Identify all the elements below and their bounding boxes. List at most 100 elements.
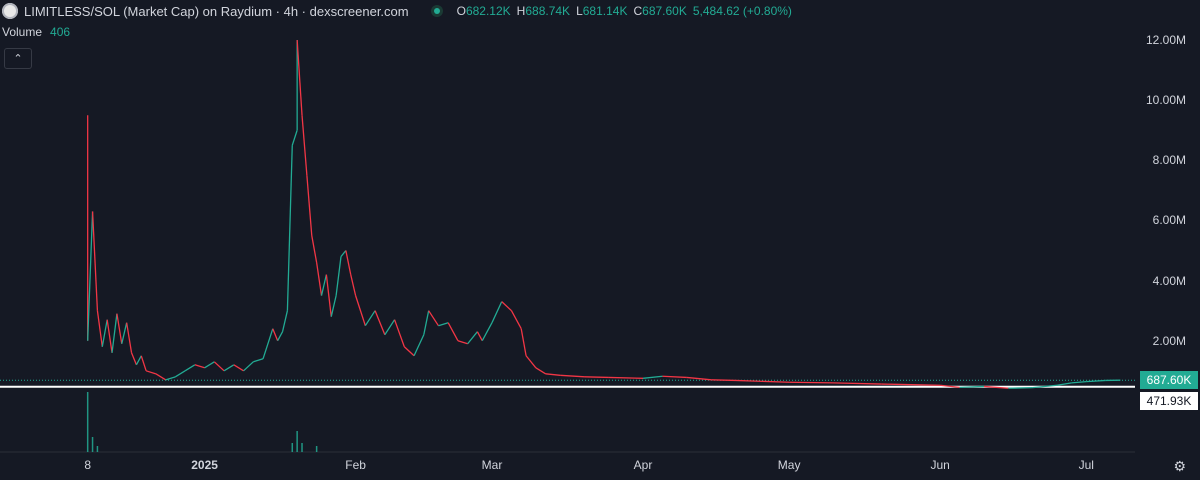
price-segment [106, 319, 113, 353]
price-segment [262, 328, 274, 359]
price-segment [330, 295, 337, 317]
y-tick-label: 12.00M [1145, 33, 1186, 48]
price-segment [438, 322, 449, 327]
price-segment [311, 235, 318, 263]
gear-icon[interactable]: ⚙ [1173, 458, 1186, 474]
price-segment [87, 211, 94, 341]
collapse-button[interactable]: ⌃ [4, 48, 32, 69]
price-segment [1008, 387, 1033, 389]
price-segment [662, 375, 687, 379]
ohlc-readout: O682.12K H688.74K L681.14K C687.60K 5,48… [457, 4, 792, 18]
reference-price-tag: 471.93K [1140, 391, 1198, 410]
token-logo-icon [2, 3, 18, 19]
price-segment [393, 319, 405, 347]
price-segment [959, 385, 985, 388]
price-segment [642, 375, 663, 379]
price-segment [1071, 380, 1087, 384]
price-segment [233, 364, 244, 372]
price-segment [223, 364, 235, 372]
price-segment [1032, 384, 1058, 389]
price-segment [940, 384, 960, 388]
price-segment [510, 310, 522, 330]
price-segment [364, 310, 376, 327]
x-tick-label: Mar [481, 458, 503, 472]
x-tick-label: 8 [84, 458, 92, 472]
price-segment [121, 322, 128, 344]
y-tick-label: 4.00M [1152, 273, 1186, 288]
price-segment [520, 328, 527, 356]
price-segment [277, 331, 284, 342]
price-segment [560, 374, 585, 378]
price-segment [111, 313, 118, 353]
price-segment [428, 310, 439, 327]
price-segment [686, 376, 712, 381]
price-segment [340, 250, 347, 257]
chart-title: LIMITLESS/SOL (Market Cap) on Raydium · … [24, 3, 409, 19]
price-segment [272, 328, 279, 341]
change-value: 5,484.62 (+0.80%) [692, 4, 792, 18]
price-segment [447, 322, 459, 342]
high-value: 688.74K [525, 4, 571, 18]
high-label: H [516, 4, 526, 18]
y-tick-label: 6.00M [1152, 213, 1186, 228]
y-tick-label: 8.00M [1152, 153, 1186, 168]
price-segment [301, 115, 308, 176]
chevron-up-icon: ⌃ [13, 53, 23, 65]
price-segment [184, 364, 196, 372]
price-segment [384, 319, 396, 336]
price-segment [832, 382, 882, 385]
price-segment [403, 346, 415, 357]
price-segment [165, 376, 176, 381]
price-segment [135, 355, 142, 366]
price-segment [315, 262, 323, 296]
open-label: O [456, 4, 466, 18]
volume-label: Volume [2, 25, 43, 39]
price-segment [126, 322, 133, 353]
price-segment [91, 211, 99, 311]
price-segment [735, 379, 790, 383]
price-segment [457, 340, 468, 345]
price-segment [535, 367, 546, 375]
price-segment [354, 295, 366, 326]
price-segment [413, 334, 425, 357]
price-segment [155, 373, 166, 381]
volume-value: 406 [50, 25, 71, 39]
open-value: 682.12K [465, 4, 511, 18]
price-segment [481, 322, 493, 342]
x-tick-label: Feb [345, 458, 366, 472]
price-segment [345, 250, 352, 275]
price-segment [253, 358, 264, 363]
price-segment [983, 385, 1009, 389]
price-segment [140, 355, 147, 372]
current-price-tag: 687.60K [1140, 371, 1198, 390]
x-tick-label: May [777, 458, 801, 472]
price-segment [175, 370, 186, 378]
x-tick-label: Apr [633, 458, 653, 472]
price-segment [320, 274, 328, 296]
price-segment [116, 313, 123, 344]
chart-header: LIMITLESS/SOL (Market Cap) on Raydium · … [0, 0, 1200, 22]
price-segment [194, 364, 205, 369]
price-segment [335, 256, 342, 296]
price-segment [476, 331, 483, 342]
y-tick-label: 10.00M [1145, 93, 1186, 108]
x-tick-label: Jun [930, 458, 950, 472]
price-segment [291, 130, 298, 146]
price-segment [374, 310, 386, 335]
price-segment [281, 310, 289, 332]
price-segment [101, 319, 108, 347]
price-segment [584, 376, 609, 379]
price-segment [213, 361, 225, 372]
price-segment [608, 376, 644, 379]
price-segment [204, 361, 215, 369]
price-segment [525, 355, 537, 369]
price-segment [545, 373, 561, 376]
volume-legend: Volume 406 [2, 25, 70, 39]
price-segment [423, 310, 430, 335]
price-segment [711, 379, 736, 382]
price-segment [789, 381, 833, 384]
close-value: 687.60K [642, 4, 687, 18]
price-segment [145, 370, 157, 375]
close-label: C [633, 4, 643, 18]
